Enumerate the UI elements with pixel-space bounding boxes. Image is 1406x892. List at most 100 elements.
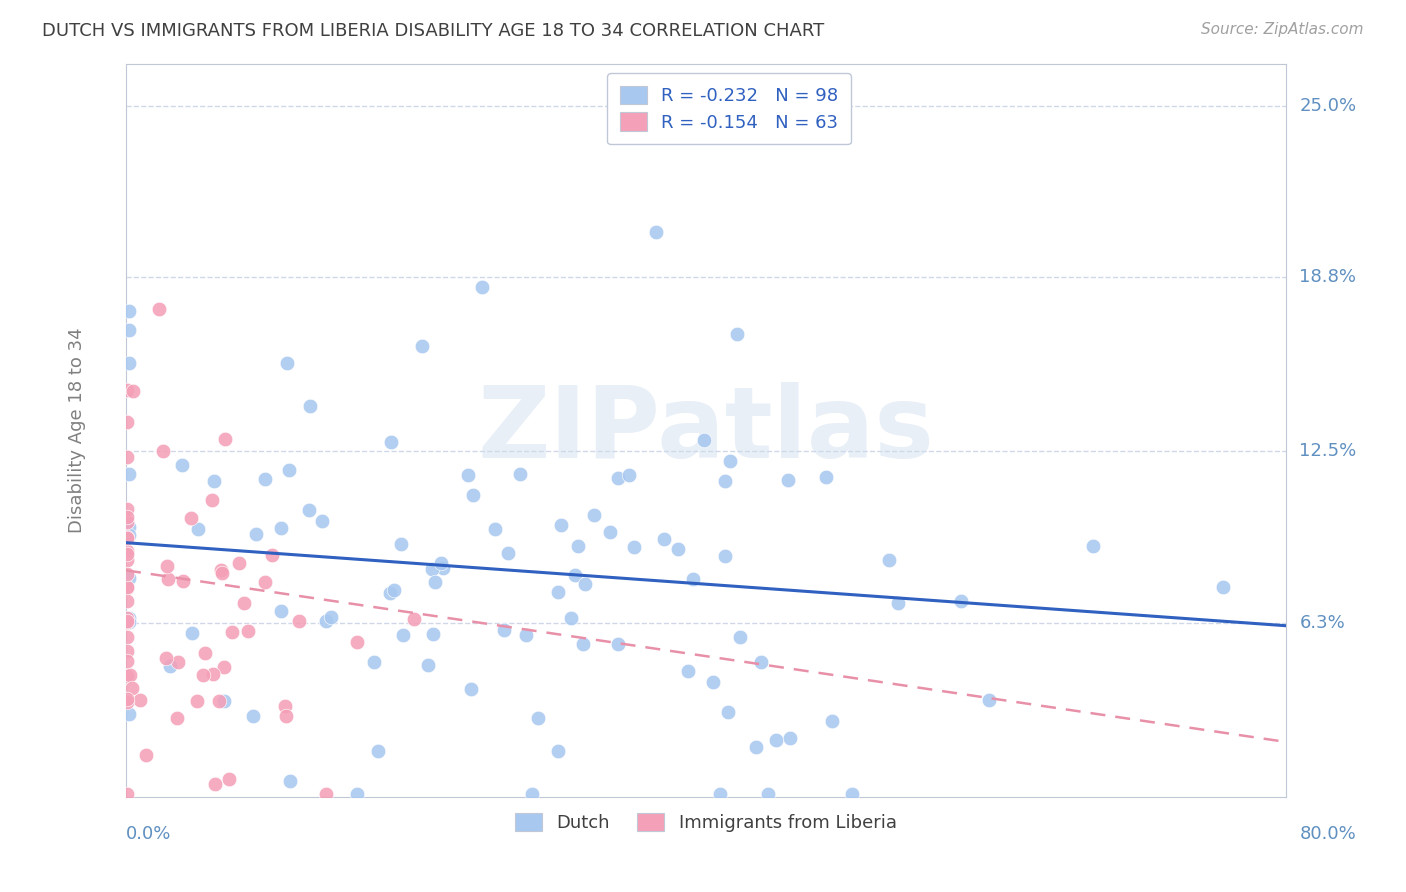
Point [1083,539,1105,553]
Point [117,510,139,524]
Point [270,604,292,618]
Point [254,575,277,590]
Point [547,585,569,599]
Point [118,323,141,337]
Point [666,541,689,556]
Point [148,302,170,317]
Point [117,788,139,802]
Point [180,511,202,525]
Point [422,627,444,641]
Point [607,637,630,651]
Point [204,777,226,791]
Point [877,553,900,567]
Point [652,533,675,547]
Point [779,731,801,745]
Point [432,561,454,575]
Point [1211,580,1233,594]
Point [550,518,572,533]
Point [201,667,224,681]
Point [156,559,179,574]
Point [218,772,240,786]
Point [128,693,150,707]
Point [209,564,232,578]
Point [644,226,666,240]
Point [564,567,586,582]
Point [457,467,479,482]
Point [515,628,537,642]
Text: 12.5%: 12.5% [1299,442,1357,460]
Text: 18.8%: 18.8% [1299,268,1357,286]
Point [756,788,779,802]
Point [167,656,190,670]
Text: Source: ZipAtlas.com: Source: ZipAtlas.com [1201,22,1364,37]
Point [682,572,704,586]
Point [676,664,699,678]
Point [118,528,141,542]
Point [117,669,139,683]
Point [714,549,737,563]
Point [346,635,368,649]
Point [221,624,243,639]
Point [270,520,292,534]
Point [117,531,139,545]
Text: DUTCH VS IMMIGRANTS FROM LIBERIA DISABILITY AGE 18 TO 34 CORRELATION CHART: DUTCH VS IMMIGRANTS FROM LIBERIA DISABIL… [42,22,824,40]
Point [713,474,735,488]
Point [315,788,337,802]
Point [718,454,741,468]
Point [380,434,402,449]
Point [623,541,645,555]
Point [170,458,193,473]
Point [418,658,440,673]
Point [496,546,519,560]
Point [159,659,181,673]
Point [212,694,235,708]
Text: 6.3%: 6.3% [1299,614,1346,632]
Point [117,582,139,596]
Point [617,467,640,482]
Point [117,580,139,594]
Point [121,384,143,398]
Point [214,433,236,447]
Point [228,556,250,570]
Text: 25.0%: 25.0% [1299,96,1357,114]
Point [287,614,309,628]
Text: 80.0%: 80.0% [1299,825,1357,843]
Point [117,450,139,465]
Point [155,651,177,665]
Point [201,492,224,507]
Point [567,540,589,554]
Point [135,747,157,762]
Point [494,623,516,637]
Point [460,681,482,696]
Point [709,788,731,802]
Point [187,522,209,536]
Point [278,773,301,788]
Point [211,566,233,580]
Point [245,526,267,541]
Point [841,788,863,802]
Point [208,694,231,708]
Point [117,615,139,630]
Point [117,544,139,558]
Point [118,706,141,721]
Text: ZIPatlas: ZIPatlas [477,382,934,479]
Point [117,655,139,669]
Point [117,383,139,397]
Point [949,593,972,607]
Point [276,356,298,370]
Point [118,571,141,585]
Point [692,433,714,447]
Point [423,575,446,590]
Point [814,470,837,484]
Point [547,744,569,758]
Point [977,693,1000,707]
Point [117,530,139,544]
Point [380,586,402,600]
Point [298,502,321,516]
Point [233,596,256,610]
Point [599,524,621,539]
Point [118,615,141,629]
Point [574,577,596,591]
Point [117,695,139,709]
Point [402,612,425,626]
